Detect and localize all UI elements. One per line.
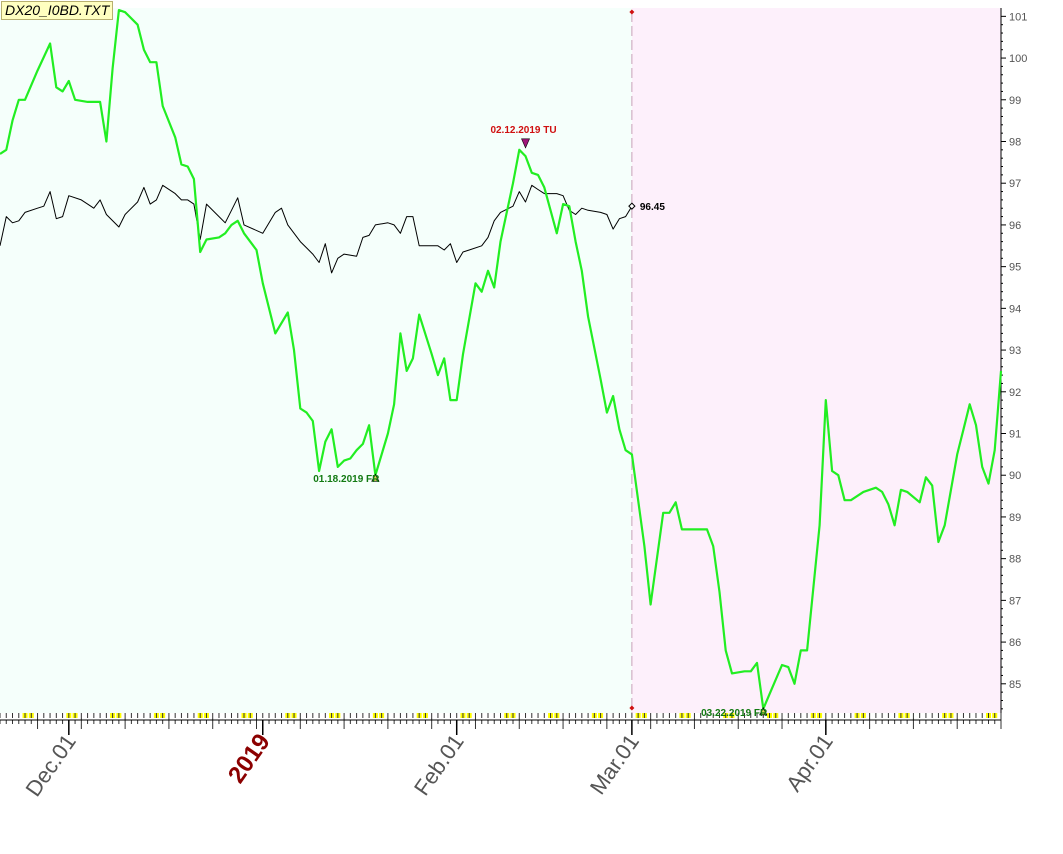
x-tick-label-Feb.01: Feb.01	[409, 730, 469, 800]
x-tick-label-Apr.01: Apr.01	[781, 730, 838, 796]
x-axis-labels: Dec.01 2019 Feb.01 Mar.01 Apr.01	[20, 720, 838, 801]
series-layer: 96.45	[0, 9, 1003, 711]
y-tick-label-86: 86	[1009, 637, 1021, 649]
y-tick-label-95: 95	[1009, 262, 1021, 274]
annotation-label-0: 02.12.2019 TU	[490, 125, 556, 136]
divider-marker-bottom	[629, 705, 635, 711]
y-tick-label-90: 90	[1009, 470, 1021, 482]
y-tick-label-94: 94	[1009, 303, 1021, 315]
y-tick-label-98: 98	[1009, 136, 1021, 148]
series-line-forecast	[0, 9, 1003, 710]
divider-marker-top	[629, 9, 635, 15]
y-tick-label-89: 89	[1009, 512, 1021, 524]
y-tick-label-92: 92	[1009, 387, 1021, 399]
annotations-layer: 02.12.2019 TU 01.18.2019 FR 03.22.2019 FR	[313, 125, 768, 719]
annotation-label-2: 03.22.2019 FR	[701, 708, 768, 719]
chart-title: DX20_I0BD.TXT	[1, 1, 114, 20]
forecast-background	[631, 8, 1001, 713]
y-tick-label-91: 91	[1009, 429, 1021, 441]
y-tick-label-100: 100	[1009, 53, 1027, 65]
y-tick-label-85: 85	[1009, 679, 1021, 691]
annotation-marker-low	[759, 706, 768, 716]
y-axis-ticks: 85 86 87 88 89 90 91 92 93 94 95 96 97 98 99 100 101	[1001, 11, 1027, 710]
y-tick-label-96: 96	[1009, 220, 1021, 232]
y-tick-label-97: 97	[1009, 178, 1021, 190]
y-tick-label-93: 93	[1009, 345, 1021, 357]
last-value-marker	[628, 202, 636, 210]
y-tick-label-87: 87	[1009, 595, 1021, 607]
y-tick-label-101: 101	[1009, 11, 1027, 23]
annotation-label-1: 01.18.2019 FR	[313, 474, 380, 485]
y-tick-label-99: 99	[1009, 95, 1021, 107]
x-tick-label-Dec.01: Dec.01	[20, 730, 80, 801]
x-tick-label-Mar.01: Mar.01	[585, 730, 644, 799]
annotation-marker-high	[521, 138, 530, 149]
annotation-marker-low	[371, 473, 380, 482]
last-value-label: 96.45	[640, 202, 665, 213]
history-background	[0, 8, 632, 713]
series-line-index	[0, 184, 633, 274]
bottom-tick-row	[0, 713, 1002, 729]
y-tick-label-88: 88	[1009, 554, 1021, 566]
x-tick-label-2019: 2019	[223, 729, 276, 788]
